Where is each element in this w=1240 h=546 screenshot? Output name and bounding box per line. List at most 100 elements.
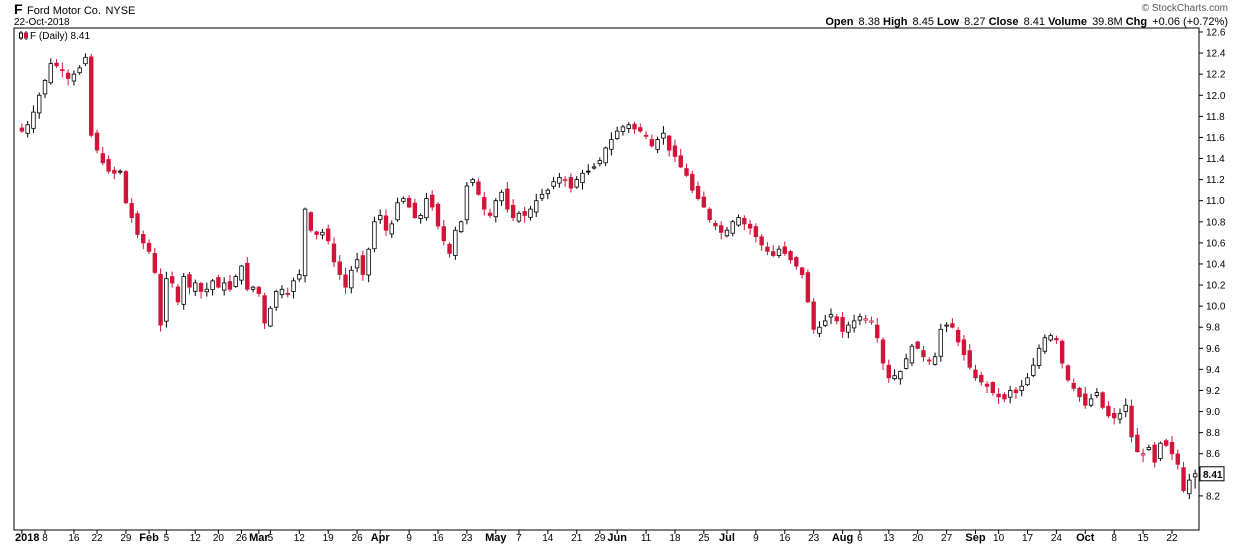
y-tick-label: 10.8 (1206, 217, 1226, 228)
x-tick-label: 22 (1166, 533, 1178, 544)
candle-body (903, 358, 909, 369)
x-tick-label: 9 (753, 533, 759, 544)
candle-body (1135, 434, 1140, 453)
candle-body (406, 197, 412, 208)
candle-body (441, 226, 446, 242)
candle-body (19, 127, 25, 132)
candle-body (614, 130, 620, 139)
stockcharts-brand[interactable]: © StockCharts.com (1141, 3, 1228, 14)
x-tick-label: 14 (542, 533, 554, 544)
y-tick-label: 12.0 (1206, 91, 1226, 102)
candle-body (528, 208, 533, 218)
last-price-box (1199, 466, 1225, 482)
candle-body (106, 159, 111, 172)
last-price-label: 8.41 (1203, 470, 1223, 481)
candle-body (1094, 392, 1100, 396)
candle-body (1192, 473, 1198, 478)
candle-body (875, 324, 880, 339)
candle-body (724, 229, 730, 237)
candle-body (591, 166, 597, 169)
candle-body (100, 153, 105, 164)
candle-body (799, 267, 805, 275)
x-tick-label: 16 (68, 533, 80, 544)
x-tick-label: Sep (965, 532, 985, 544)
candle-body (568, 177, 574, 189)
candle-body (193, 282, 198, 292)
candle-body (1140, 453, 1146, 456)
x-tick-label: 20 (912, 533, 924, 544)
candle-body (360, 255, 366, 275)
candle-body (1112, 412, 1117, 419)
candle-body (337, 261, 342, 275)
candle-body (950, 323, 955, 328)
x-tick-label: 17 (1022, 533, 1034, 544)
candle-body (273, 290, 279, 308)
candle-body (823, 320, 828, 326)
y-tick-label: 10.2 (1206, 281, 1226, 292)
x-tick-label: Jun (607, 532, 627, 544)
candle-body (291, 280, 296, 292)
y-tick-label: 9.8 (1206, 323, 1220, 334)
candle-body (666, 135, 672, 151)
candle-body (117, 170, 123, 173)
candle-body (967, 350, 972, 368)
x-tick-label: 10 (993, 533, 1005, 544)
candle-body (672, 145, 678, 157)
candle-body (701, 196, 707, 208)
x-tick-label: 26 (236, 533, 248, 544)
candle-body (649, 139, 655, 147)
candle-body (886, 364, 891, 379)
candle-body (458, 221, 464, 233)
candle-body (1077, 387, 1082, 398)
candle-body (927, 359, 932, 362)
chg-value: +0.06 (+0.72%) (1152, 16, 1228, 28)
x-tick-label: 29 (120, 533, 132, 544)
candle-body (112, 169, 117, 174)
candle-body (326, 228, 331, 242)
candle-body (227, 281, 233, 290)
y-tick-label: 11.6 (1206, 133, 1225, 144)
x-tick-label: 8 (1111, 533, 1117, 544)
candle-body (776, 248, 782, 256)
candle-body (302, 208, 308, 277)
candle-body (383, 215, 389, 231)
y-tick-label: 9.6 (1206, 344, 1220, 355)
chart-date: 22-Oct-2018 (14, 17, 70, 28)
candle-body (1007, 390, 1013, 398)
x-tick-label: 16 (432, 533, 444, 544)
x-tick-label: 2018 (15, 532, 39, 544)
x-tick-label: 23 (461, 533, 473, 544)
candle-body (1031, 364, 1036, 376)
candle-body (834, 316, 839, 322)
x-tick-label: 12 (190, 533, 202, 544)
candle-body (320, 231, 325, 236)
candle-body (707, 208, 712, 221)
candle-body (1175, 453, 1180, 465)
y-tick-label: 9.4 (1206, 365, 1220, 376)
candle-body (944, 324, 949, 327)
candle-body (48, 63, 53, 84)
candle-body (534, 200, 539, 213)
candle-body (42, 80, 48, 95)
high-value: 8.45 (912, 16, 934, 28)
open-label: Open (825, 16, 854, 28)
x-tick-label: 26 (352, 533, 364, 544)
candle-body (1019, 385, 1024, 391)
candle-body (250, 286, 256, 290)
candle-body (135, 213, 140, 235)
candle-body (372, 221, 377, 250)
candle-body (626, 124, 631, 129)
candle-body (1025, 377, 1030, 386)
candle-body (880, 339, 886, 364)
candle-body (175, 286, 181, 303)
candle-body (655, 139, 660, 150)
candle-body (742, 217, 747, 225)
close-value: 8.41 (1023, 16, 1046, 28)
candle-body (545, 189, 551, 195)
candle-body (603, 147, 608, 164)
candle-body (869, 320, 874, 323)
chg-label: Chg (1125, 16, 1148, 28)
candle-body (753, 226, 759, 237)
candle-body (31, 111, 36, 129)
